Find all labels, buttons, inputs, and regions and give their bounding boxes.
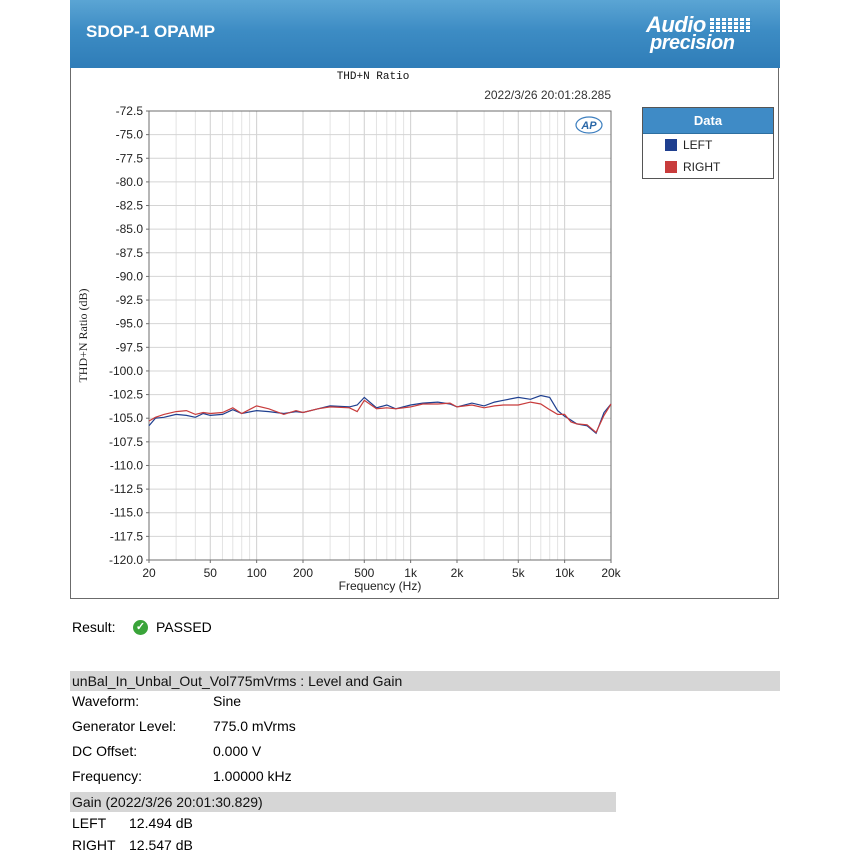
param-key: Generator Level: bbox=[72, 718, 177, 734]
result-value: PASSED bbox=[156, 619, 212, 635]
param-value: Sine bbox=[213, 693, 242, 709]
chart-legend: Data LEFT RIGHT bbox=[642, 107, 774, 179]
y-tick-label: -112.5 bbox=[110, 482, 143, 496]
gain-value: 12.547 dB bbox=[129, 837, 193, 853]
legend-label-right: RIGHT bbox=[683, 160, 721, 174]
y-tick-label: -72.5 bbox=[116, 104, 144, 118]
chart-title: THD+N Ratio bbox=[337, 71, 410, 83]
param-key: Waveform: bbox=[72, 693, 140, 709]
y-tick-label: -75.0 bbox=[116, 128, 144, 142]
legend-label-left: LEFT bbox=[683, 138, 713, 152]
y-tick-label: -87.5 bbox=[116, 246, 144, 260]
x-tick-label: 10k bbox=[555, 566, 575, 580]
section-heading-gain: Gain (2022/3/26 20:01:30.829) bbox=[70, 792, 616, 812]
section-heading-level-gain: unBal_In_Unbal_Out_Vol775mVrms : Level a… bbox=[70, 671, 780, 691]
legend-title: Data bbox=[643, 108, 773, 134]
y-tick-label: -85.0 bbox=[116, 222, 144, 236]
y-tick-label: -90.0 bbox=[116, 269, 144, 283]
x-tick-label: 5k bbox=[512, 566, 526, 580]
param-key: Frequency: bbox=[72, 768, 143, 784]
x-tick-label: 50 bbox=[204, 566, 218, 580]
ap-badge-icon bbox=[575, 116, 603, 134]
y-tick-label: -120.0 bbox=[109, 553, 143, 567]
x-tick-label: 500 bbox=[354, 566, 374, 580]
y-tick-label: -77.5 bbox=[116, 151, 144, 165]
y-tick-label: -110.0 bbox=[110, 458, 143, 472]
y-tick-label: -115.0 bbox=[110, 506, 143, 520]
param-value: 775.0 mVrms bbox=[213, 718, 296, 734]
y-tick-label: -95.0 bbox=[116, 317, 144, 331]
y-tick-label: -80.0 bbox=[116, 175, 144, 189]
gain-value: 12.494 dB bbox=[129, 815, 193, 831]
param-value: 0.000 V bbox=[213, 743, 262, 759]
thdn-chart: -72.5 -75.0 -77.5 -80.0 -82.5 -85.0 -87.5 -90.0… bbox=[76, 71, 622, 593]
x-tick-label: 20k bbox=[601, 566, 621, 580]
series-line-right bbox=[148, 399, 612, 434]
legend-item-left: LEFT bbox=[643, 134, 773, 156]
y-tick-label: -102.5 bbox=[109, 388, 143, 402]
y-tick-label: -107.5 bbox=[109, 435, 143, 449]
y-tick-label: -97.5 bbox=[116, 340, 144, 354]
y-axis-label: THD+N Ratio (dB) bbox=[76, 288, 90, 382]
x-tick-label: 2k bbox=[451, 566, 465, 580]
x-tick-label: 1k bbox=[404, 566, 418, 580]
legend-item-right: RIGHT bbox=[643, 156, 773, 178]
plot-border bbox=[148, 110, 612, 561]
x-tick-label: 200 bbox=[293, 566, 313, 580]
y-tick-label: -100.0 bbox=[109, 364, 143, 378]
y-tick-label: -82.5 bbox=[116, 199, 144, 213]
report-title: SDOP-1 OPAMP bbox=[86, 22, 216, 41]
y-tick-label: -117.5 bbox=[110, 529, 143, 543]
param-value: 1.00000 kHz bbox=[213, 768, 292, 784]
x-tick-label: 100 bbox=[247, 566, 267, 580]
y-tick-label: -105.0 bbox=[109, 411, 143, 425]
gain-channel: RIGHT bbox=[72, 837, 116, 853]
y-tick-label: -92.5 bbox=[116, 293, 144, 307]
gain-channel: LEFT bbox=[72, 815, 107, 831]
legend-swatch-left bbox=[665, 139, 677, 151]
x-axis-label: Frequency (Hz) bbox=[339, 579, 422, 593]
plot-area bbox=[149, 111, 611, 560]
report-header: SDOP-1 OPAMP Audio precision bbox=[70, 0, 780, 68]
param-key: DC Offset: bbox=[72, 743, 138, 759]
x-tick-label: 20 bbox=[142, 566, 156, 580]
chart-timestamp: 2022/3/26 20:01:28.285 bbox=[484, 88, 611, 102]
series-line-left bbox=[148, 394, 612, 435]
legend-swatch-right bbox=[665, 161, 677, 173]
ap-badge-text: AP bbox=[580, 120, 597, 132]
check-icon: ✓ bbox=[133, 620, 148, 635]
result-label: Result: bbox=[72, 619, 116, 635]
audio-precision-logo: Audio precision bbox=[646, 12, 756, 56]
